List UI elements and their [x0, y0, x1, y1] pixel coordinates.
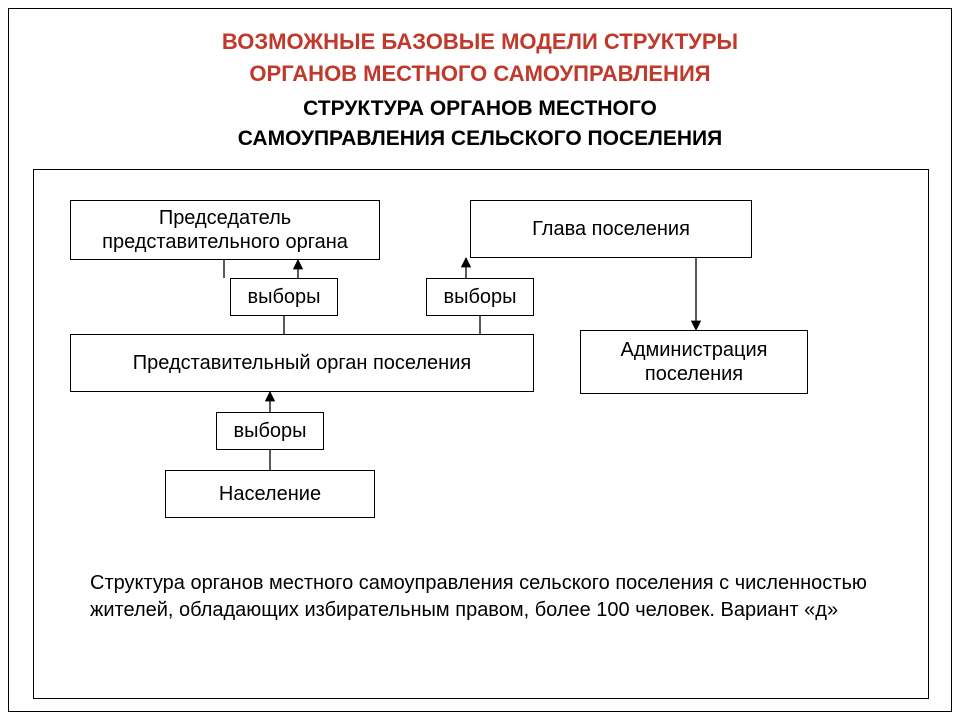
node-head: Глава поселения	[470, 200, 752, 258]
caption-text: Структура органов местного самоуправлени…	[90, 570, 870, 624]
title-black-line2: САМОУПРАВЛЕНИЯ СЕЛЬСКОГО ПОСЕЛЕНИЯ	[9, 127, 951, 151]
title-red-line1: ВОЗМОЖНЫЕ БАЗОВЫЕ МОДЕЛИ СТРУКТУРЫ	[9, 29, 951, 55]
diagram-panel: Председательпредставительного органа Глав…	[33, 169, 929, 699]
node-admin: Администрацияпоселения	[580, 330, 808, 394]
node-elect1: выборы	[230, 278, 338, 316]
node-chair: Председательпредставительного органа	[70, 200, 380, 260]
title-red-line2: ОРГАНОВ МЕСТНОГО САМОУПРАВЛЕНИЯ	[9, 61, 951, 87]
node-elect2: выборы	[426, 278, 534, 316]
node-pop: Население	[165, 470, 375, 518]
outer-frame: ВОЗМОЖНЫЕ БАЗОВЫЕ МОДЕЛИ СТРУКТУРЫ ОРГАН…	[8, 8, 952, 712]
node-elect3: выборы	[216, 412, 324, 450]
title-black-line1: СТРУКТУРА ОРГАНОВ МЕСТНОГО	[9, 97, 951, 121]
node-repbody: Представительный орган поселения	[70, 334, 534, 392]
